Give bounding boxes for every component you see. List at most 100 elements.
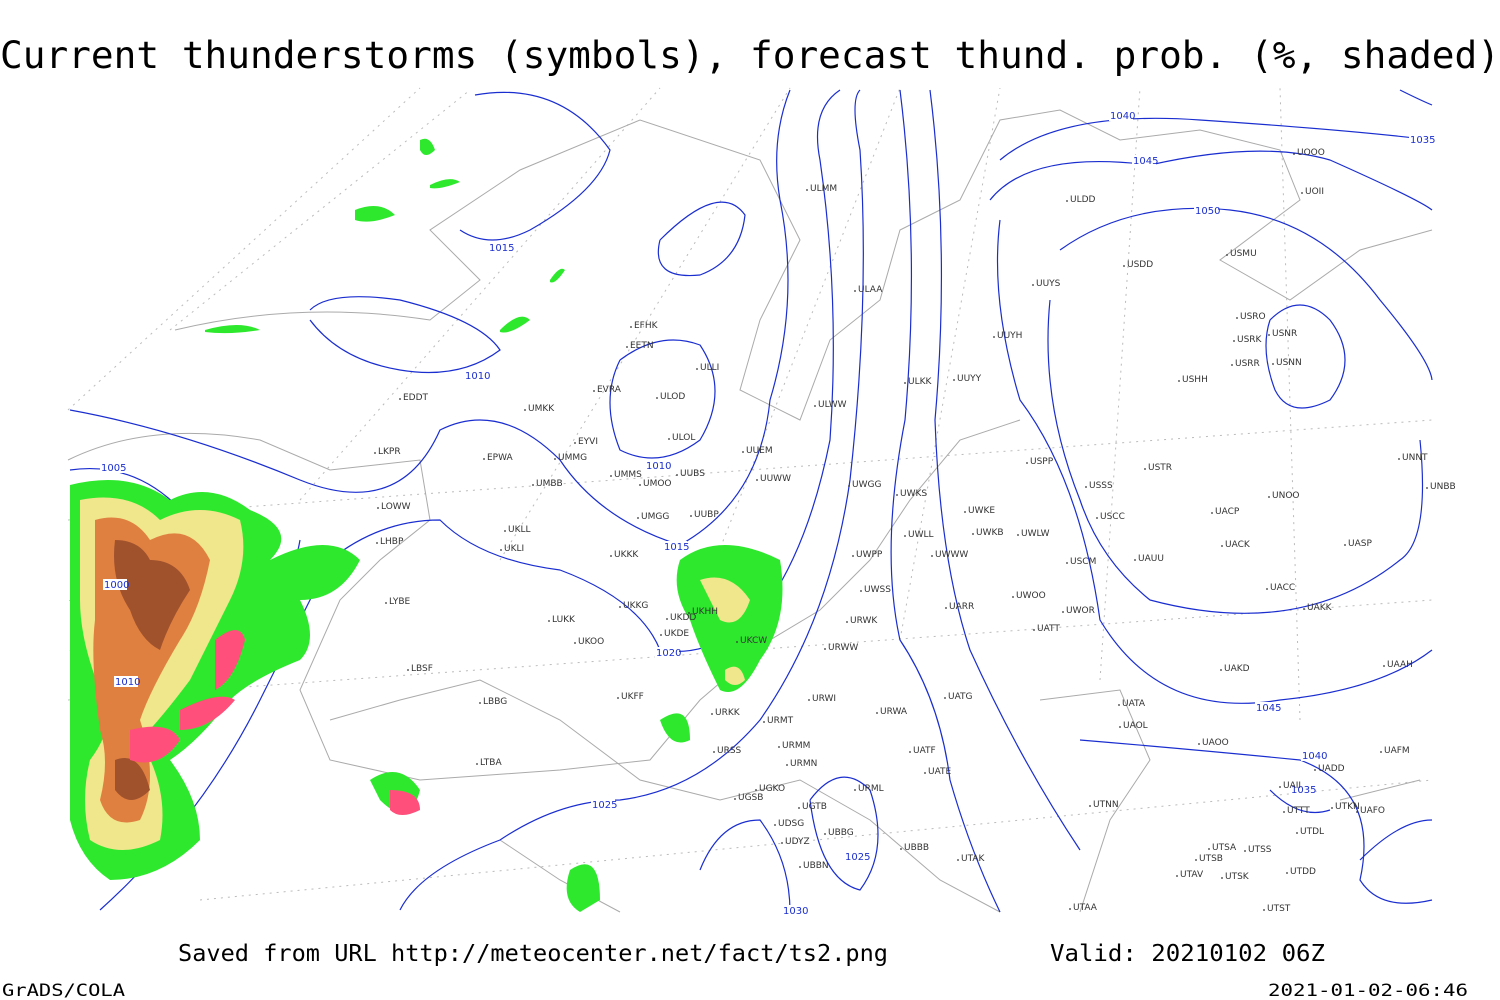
station-dot: [610, 555, 612, 557]
station-dot: [1314, 769, 1316, 771]
station-label: URMN: [790, 759, 817, 769]
station-dot: [554, 458, 556, 460]
station-label: UAFO: [1360, 806, 1385, 816]
station-dot: [736, 641, 738, 643]
station-dot: [1208, 848, 1210, 850]
station-dot: [756, 479, 758, 481]
station-dot: [610, 475, 612, 477]
station-label: ULOL: [672, 433, 695, 443]
station-label: UASP: [1348, 539, 1372, 549]
station-dot: [781, 842, 783, 844]
station-dot: [846, 621, 848, 623]
station-label: UOII: [1305, 187, 1324, 197]
station-dot: [1211, 512, 1213, 514]
isobar-label: 1025: [592, 800, 617, 811]
isobar-label: 1050: [1195, 206, 1220, 217]
station-dot: [904, 535, 906, 537]
station-label: EPWA: [487, 453, 514, 463]
station-label: URMT: [767, 716, 794, 726]
station-dot: [814, 405, 816, 407]
station-label: UKKG: [623, 601, 648, 611]
station-dot: [660, 634, 662, 636]
isobar-label-bg: [1132, 155, 1156, 166]
valid-time: Valid: 20210102 06Z: [1050, 941, 1325, 967]
station-dot: [656, 397, 658, 399]
station-label: UACC: [1270, 583, 1295, 593]
station-label: UTAK: [961, 854, 986, 864]
station-label: UACK: [1225, 540, 1251, 550]
station-label: UMBB: [536, 479, 563, 489]
station-label: UATA: [1122, 699, 1146, 709]
station-dot: [1244, 850, 1246, 852]
isobar-label: 1020: [656, 648, 681, 659]
station-label: URMM: [782, 741, 810, 751]
station-dot: [1134, 559, 1136, 561]
station-dot: [1033, 629, 1035, 631]
station-label: UAKK: [1307, 603, 1333, 613]
station-label: ULDD: [1070, 195, 1096, 205]
station-label: UTSK: [1225, 872, 1250, 882]
station-label: UWKS: [900, 489, 927, 499]
station-dot: [876, 712, 878, 714]
station-label: ULLI: [700, 363, 719, 373]
station-label: ULAA: [858, 285, 883, 295]
station-label: UTST: [1267, 904, 1291, 914]
station-label: URWW: [828, 643, 858, 653]
station-dot: [1032, 284, 1034, 286]
station-dot: [593, 390, 595, 392]
station-dot: [774, 824, 776, 826]
isobar-label: 1010: [115, 677, 140, 688]
station-label: URWI: [812, 694, 836, 704]
station-dot: [1236, 317, 1238, 319]
station-dot: [676, 474, 678, 476]
station-label: UAII: [1283, 781, 1301, 791]
station-label: URWK: [850, 616, 878, 626]
thunderstorm-probability: [70, 138, 783, 912]
isobar-label-bg: [663, 541, 687, 552]
station-label: UBBB: [904, 843, 929, 853]
station-dot: [1344, 544, 1346, 546]
station-dot: [1118, 704, 1120, 706]
station-label: LUKK: [552, 615, 576, 625]
station-dot: [993, 336, 995, 338]
timestamp: 2021-01-02-06:46: [1268, 981, 1468, 1000]
station-label: UATE: [928, 767, 952, 777]
station-dot: [668, 438, 670, 440]
station-label: USSS: [1089, 481, 1113, 491]
station-label: UATT: [1037, 624, 1060, 634]
station-dot: [711, 713, 713, 715]
station-label: UOOO: [1297, 148, 1325, 158]
station-dot: [1178, 380, 1180, 382]
station-dot: [1263, 909, 1265, 911]
station-label: UKLI: [504, 544, 524, 554]
isobar-label: 1030: [783, 906, 808, 917]
station-dot: [1383, 665, 1385, 667]
station-dot: [374, 452, 376, 454]
isobar-label: 1045: [1256, 703, 1281, 714]
station-dot: [479, 702, 481, 704]
station-dot: [1231, 364, 1233, 366]
station-dot: [945, 607, 947, 609]
station-dot: [763, 721, 765, 723]
station-label: UWSS: [864, 585, 891, 595]
station-label: URKK: [715, 708, 741, 718]
station-label: USMU: [1230, 249, 1257, 259]
isobars: [69, 89, 1433, 913]
isobar-label-bg: [1255, 702, 1279, 713]
station-dot: [504, 530, 506, 532]
isobar-label-bg: [1290, 784, 1314, 795]
station-label: UACP: [1215, 507, 1240, 517]
station-label: UTNN: [1093, 800, 1119, 810]
station-dot: [1066, 562, 1068, 564]
isobar-label: 1040: [1110, 111, 1135, 122]
station-dot: [1221, 877, 1223, 879]
station-label: UWPP: [856, 550, 883, 560]
station-dot: [1268, 496, 1270, 498]
station-label: USRR: [1235, 359, 1260, 369]
station-label: UNNT: [1402, 453, 1428, 463]
station-label: UUBP: [694, 510, 719, 520]
station-label: EDDT: [403, 393, 429, 403]
station-label: UAKD: [1224, 664, 1250, 674]
station-label: USRK: [1237, 335, 1263, 345]
station-dot: [1303, 608, 1305, 610]
